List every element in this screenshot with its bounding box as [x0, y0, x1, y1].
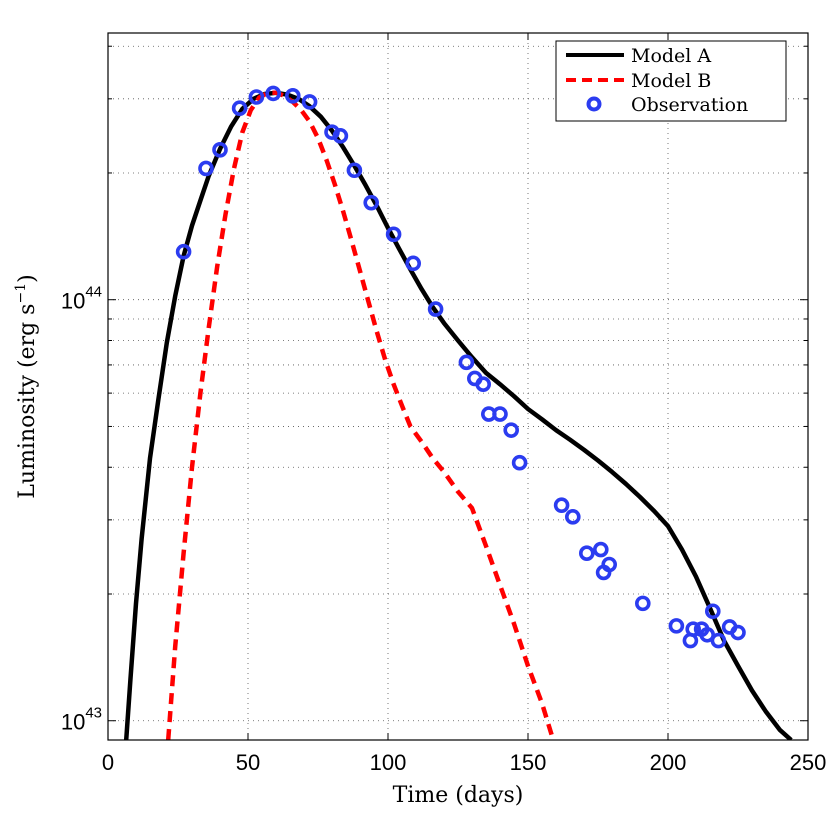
y-tick-label-exponent: 44	[85, 284, 102, 301]
model-b-line	[165, 90, 556, 740]
x-tick-label: 200	[650, 750, 687, 775]
x-tick-label: 0	[102, 750, 114, 775]
observation-point	[346, 162, 363, 179]
legend-model-a-label: Model A	[631, 45, 711, 67]
observation-point	[301, 94, 318, 110]
legend-observation-label: Observation	[631, 94, 748, 116]
grid	[108, 33, 808, 741]
observation-point	[405, 255, 422, 272]
observation-point	[553, 497, 570, 514]
x-axis-label: Time (days)	[393, 783, 524, 808]
x-tick-label: 50	[236, 750, 260, 775]
observation-point	[427, 301, 444, 317]
observation-point	[248, 89, 265, 105]
observation-point	[458, 354, 475, 371]
observation-point	[668, 618, 685, 634]
observation-point	[212, 142, 228, 158]
observation-point	[475, 376, 492, 392]
observation-point	[503, 422, 520, 438]
observation-point	[564, 509, 581, 525]
y-tick-label-base: 10	[61, 289, 85, 314]
model-a-line	[123, 90, 793, 740]
y-axis-label-main: Luminosity (erg s	[15, 304, 40, 499]
observation-point	[592, 541, 609, 558]
y-tick-label-base: 10	[61, 710, 85, 735]
observation-point	[231, 100, 248, 117]
x-tick-label: 150	[510, 750, 547, 775]
observation-point	[704, 603, 721, 620]
observation-point	[710, 632, 727, 649]
observation-point	[363, 194, 380, 211]
observation-point	[198, 160, 214, 177]
observation-point	[634, 595, 651, 612]
legend: Model A Model B Observation	[555, 40, 787, 122]
observation-point	[601, 556, 618, 573]
observation-point	[265, 85, 282, 102]
observation-point	[685, 621, 702, 637]
observation-point	[511, 454, 528, 471]
legend-observation-marker	[586, 96, 602, 112]
observation-point	[578, 545, 595, 561]
y-axis-label: Luminosity (erg s−1)	[13, 274, 40, 498]
observation-point	[175, 243, 192, 260]
x-tick-label: 100	[370, 750, 407, 775]
observation-point	[492, 406, 508, 422]
axis-ticks	[107, 33, 809, 741]
observation-point	[385, 226, 402, 243]
legend-model-b-label: Model B	[631, 70, 711, 92]
x-tick-label: 250	[790, 750, 827, 775]
observation-markers	[175, 85, 746, 649]
y-axis-label-close: )	[15, 274, 40, 283]
observation-point	[284, 88, 301, 104]
y-tick-label-exponent: 43	[85, 705, 102, 722]
y-tick-label: 1043	[61, 705, 102, 735]
observation-point	[332, 128, 349, 144]
y-axis-label-exponent: −1	[13, 283, 29, 304]
series-layer	[123, 90, 793, 740]
plot-frame	[107, 32, 809, 741]
observation-point	[730, 624, 746, 641]
y-tick-label: 1044	[61, 284, 102, 314]
